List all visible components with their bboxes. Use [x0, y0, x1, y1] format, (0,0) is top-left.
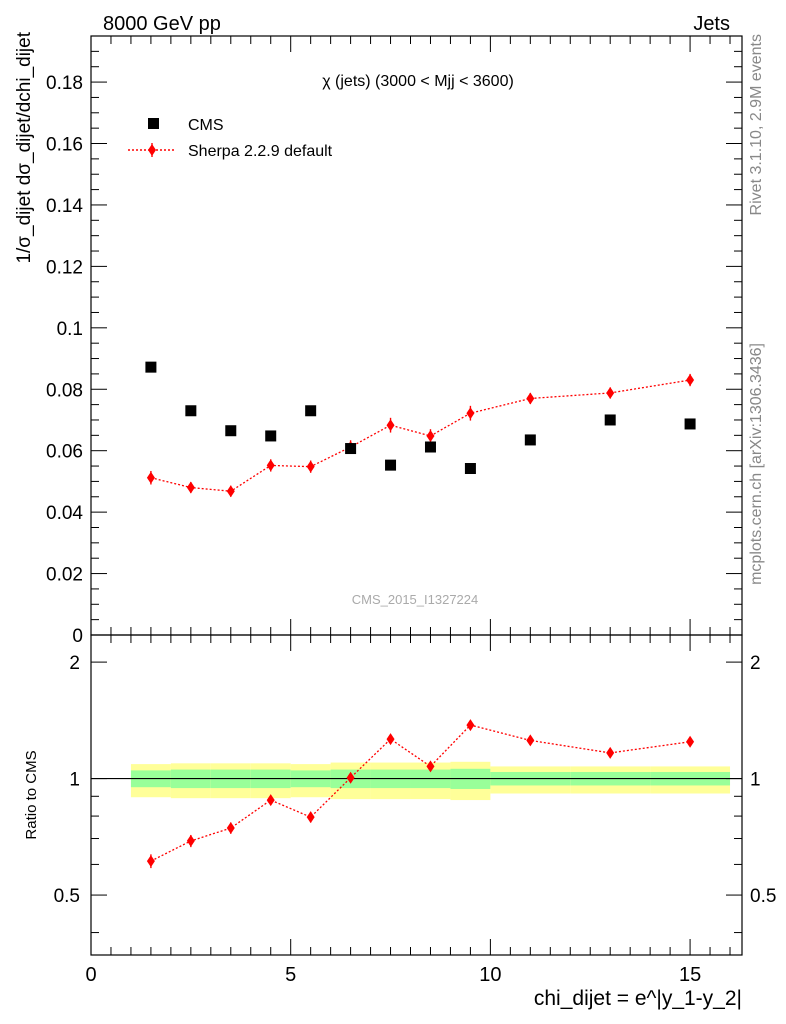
ratio-sherpa-point — [426, 760, 435, 773]
ratio-sherpa-point — [306, 811, 315, 824]
cms-data-point — [265, 430, 277, 442]
ratio-plot: Ratio to CMS chi_dijet = e^|y_1-y_2| 0 5 1… — [23, 634, 776, 1010]
main-y-tick-label: 0.06 — [46, 442, 83, 463]
sherpa-point — [266, 459, 275, 472]
main-y-tick-label: 0 — [72, 626, 83, 647]
legend-sherpa-marker — [148, 144, 156, 156]
main-y-tick-label: 0.04 — [46, 503, 83, 524]
ratio-sherpa-point — [346, 771, 355, 784]
ratio-sherpa-point — [146, 855, 155, 868]
main-y-tick-label: 0.02 — [46, 565, 83, 586]
cms-data-point — [345, 443, 357, 455]
watermark: CMS_2015_I1327224 — [352, 592, 479, 607]
ratio-y-tick-label-left: 2 — [69, 653, 80, 674]
ratio-sherpa-point — [386, 733, 395, 746]
ratio-y-tick-label-left: 0.5 — [54, 886, 80, 907]
main-y-tick-label: 0.16 — [46, 135, 83, 156]
x-tick-label: 15 — [679, 964, 701, 986]
cms-data-point — [464, 463, 476, 475]
cms-data-point — [524, 434, 536, 446]
ratio-sherpa-point — [186, 834, 195, 847]
ratio-sherpa-point — [686, 735, 695, 748]
sherpa-point — [526, 392, 535, 405]
main-plot: χ (jets) (3000 < Mjj < 3600) CMS_2015_I1… — [14, 31, 743, 647]
main-y-tick-label: 0.1 — [57, 319, 83, 340]
main-y-tick-label: 0.08 — [46, 380, 83, 401]
main-plot-title: χ (jets) (3000 < Mjj < 3600) — [322, 73, 514, 90]
mcplots-site-text: mcplots.cern.ch [arXiv:1306.3436] — [748, 343, 765, 585]
sherpa-point — [146, 471, 155, 484]
sherpa-line — [150, 379, 691, 492]
sherpa-point — [186, 481, 195, 494]
x-tick-label: 5 — [285, 964, 296, 986]
cms-data-point — [185, 405, 197, 417]
cms-data-point — [225, 425, 237, 437]
cms-data-point — [305, 405, 317, 417]
x-tick-label: 10 — [479, 964, 501, 986]
header-left: 8000 GeV pp — [103, 13, 221, 35]
ratio-y-tick-label-right: 0.5 — [750, 886, 776, 907]
main-y-axis-label: 1/σ_dijet dσ_dijet/dchi_dijet — [14, 31, 35, 263]
ratio-y-tick-label-left: 1 — [69, 770, 80, 791]
legend: CMS Sherpa 2.2.9 default — [128, 117, 333, 160]
rivet-version-text: Rivet 3.1.10, 2.9M events — [748, 34, 765, 215]
legend-sherpa-label: Sherpa 2.2.9 default — [188, 143, 333, 160]
cms-data-point — [385, 459, 397, 471]
sherpa-point — [426, 429, 435, 442]
x-tick-label: 0 — [85, 964, 96, 986]
cms-data-point — [424, 441, 436, 453]
ratio-y-axis-label: Ratio to CMS — [23, 750, 40, 839]
main-y-tick-label: 0.14 — [46, 196, 83, 217]
sherpa-point — [466, 407, 475, 420]
ratio-sherpa-point — [606, 746, 615, 759]
sherpa-point — [226, 485, 235, 498]
sherpa-point — [606, 386, 615, 399]
header-right: Jets — [693, 13, 730, 35]
sherpa-point — [306, 460, 315, 473]
ratio-sherpa-point — [226, 822, 235, 835]
main-y-tick-label: 0.12 — [46, 257, 83, 278]
ratio-plot-frame — [90, 634, 743, 956]
legend-cms-marker — [148, 118, 159, 129]
cms-data-point — [684, 418, 696, 430]
ratio-x-axis-label: chi_dijet = e^|y_1-y_2| — [534, 987, 742, 1010]
sherpa-point — [386, 419, 395, 432]
cms-data-point — [604, 414, 616, 426]
ratio-sherpa-point — [466, 719, 475, 732]
ratio-sherpa-point — [266, 794, 275, 807]
legend-cms-label: CMS — [188, 117, 224, 134]
sherpa-point — [686, 374, 695, 387]
ratio-y-tick-label-right: 2 — [750, 653, 761, 674]
main-y-tick-label: 0.18 — [46, 73, 83, 94]
ratio-sherpa-point — [526, 734, 535, 747]
cms-data-point — [145, 361, 157, 373]
ratio-y-tick-label-right: 1 — [750, 770, 761, 791]
